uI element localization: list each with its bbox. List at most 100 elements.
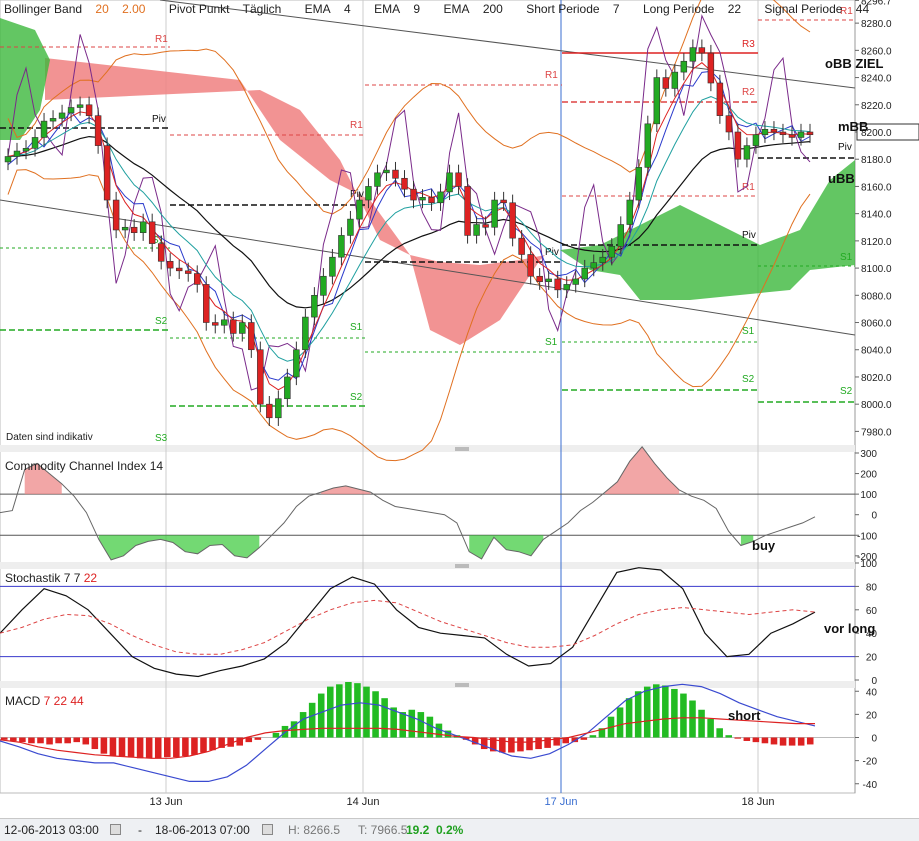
pivot-label: S1 [545, 337, 558, 348]
candle [374, 172, 381, 187]
macd-title: MACD 7 22 44 [5, 694, 84, 708]
pivot-label: S2 [840, 386, 853, 397]
macd-histogram-bar [580, 737, 588, 740]
candle [788, 134, 796, 138]
bb-legend: Bollinger Band 20 2.00 [4, 2, 146, 16]
candle [716, 82, 724, 116]
candle [536, 275, 543, 282]
candle [590, 262, 597, 269]
pivot-label: R1 [840, 6, 853, 17]
pivot-label: S1 [350, 322, 363, 333]
macd-histogram-bar [562, 737, 569, 744]
macd-histogram-bar [308, 702, 316, 738]
candle [653, 77, 661, 125]
macd-histogram-bar [716, 728, 723, 738]
macd-histogram-bar [426, 716, 434, 738]
macd-y-tick-label: -40 [863, 780, 878, 791]
cci-oversold-fill [98, 535, 260, 560]
candle [761, 128, 769, 136]
panel-splitter [0, 445, 855, 452]
pivot-label: R1 [742, 182, 755, 193]
macd-histogram-bar [689, 700, 696, 738]
candle [617, 224, 624, 247]
macd-histogram-bar [173, 737, 180, 758]
macd-histogram-bar [643, 686, 651, 738]
macd-y-tick-label: 40 [866, 687, 878, 698]
macd-histogram-bar [209, 737, 216, 751]
low-value: T: 7966.5 [358, 823, 408, 837]
pivot-label: S2 [350, 392, 363, 403]
candle [671, 71, 679, 89]
change-value: 19.2 [406, 823, 430, 837]
y-tick-label: 8000.0 [861, 400, 892, 411]
macd-histogram-bar [136, 737, 144, 759]
candle [49, 118, 57, 122]
macd-histogram-bar [191, 737, 198, 755]
stoch-y-tick-label: 80 [866, 582, 878, 593]
ema4-line [7, 62, 811, 391]
y-tick-label: 8220.0 [861, 101, 892, 112]
x-tick-label: 13 Jun [149, 796, 182, 808]
macd-line [0, 683, 816, 782]
short-periode-legend: Short Periode 7 [526, 2, 620, 16]
macd-histogram-bar [109, 737, 117, 756]
macd-histogram-bar [46, 737, 53, 745]
macd-y-tick-label: -20 [863, 757, 878, 768]
macd-histogram-bar [761, 737, 769, 744]
candle [166, 260, 174, 269]
candle [428, 197, 435, 204]
macd-histogram-bar [471, 737, 479, 745]
macd-histogram-bar [707, 719, 714, 738]
y-tick-label: 8120.0 [861, 237, 892, 248]
footer-bar: 12-06-2013 03:00 - 18-06-2013 07:00 H: 8… [0, 818, 919, 841]
candle [76, 104, 84, 108]
calendar-icon[interactable] [110, 824, 121, 835]
calendar-icon[interactable] [262, 824, 273, 835]
macd-histogram-bar [734, 737, 742, 739]
date-separator: - [138, 823, 142, 837]
pivot-label: R3 [742, 39, 755, 50]
candle [248, 322, 255, 351]
candle [752, 134, 760, 146]
stoch-y-tick-label: 20 [866, 653, 878, 664]
pivot-label: R2 [742, 87, 755, 98]
macd-histogram-bar [145, 737, 153, 759]
macd-histogram-bar [499, 737, 506, 753]
candle [410, 188, 417, 201]
macd-histogram-bar [154, 737, 162, 759]
candle [338, 235, 345, 258]
candle [4, 156, 12, 163]
macd-histogram-bar [680, 693, 687, 738]
kijun-line [7, 70, 811, 381]
x-tick-label: 14 Jun [346, 796, 379, 808]
date-to: 18-06-2013 07:00 [155, 823, 250, 837]
macd-histogram-bar [535, 737, 542, 750]
stoch-y-tick-label: 40 [866, 629, 878, 640]
candle [266, 403, 273, 419]
macd-histogram-bar [616, 707, 624, 738]
macd-histogram-bar [399, 712, 406, 738]
candle [437, 191, 444, 204]
ema9-legend: EMA 9 [374, 2, 421, 16]
candle [392, 169, 399, 179]
candle [770, 128, 778, 133]
y-tick-label: 8180.0 [861, 155, 892, 166]
macd-histogram-bar [272, 732, 280, 738]
macd-histogram-bar [408, 709, 416, 738]
y-tick-label: 8040.0 [861, 346, 892, 357]
candle [626, 199, 634, 225]
macd-histogram-bar [363, 686, 370, 738]
cci-y-tick-label: 200 [860, 470, 877, 481]
candle [13, 150, 21, 157]
candle [383, 169, 390, 174]
macd-signal-label: short [728, 708, 761, 723]
macd-signal-line [0, 717, 815, 759]
pivot-label: Piv [152, 114, 166, 125]
candle [67, 107, 75, 114]
candle [743, 145, 751, 160]
candle [563, 284, 570, 291]
current-price-box [856, 123, 919, 141]
macd-histogram-bar [517, 737, 524, 752]
x-tick-label: 17 Jun [544, 796, 577, 808]
candle [644, 123, 652, 168]
